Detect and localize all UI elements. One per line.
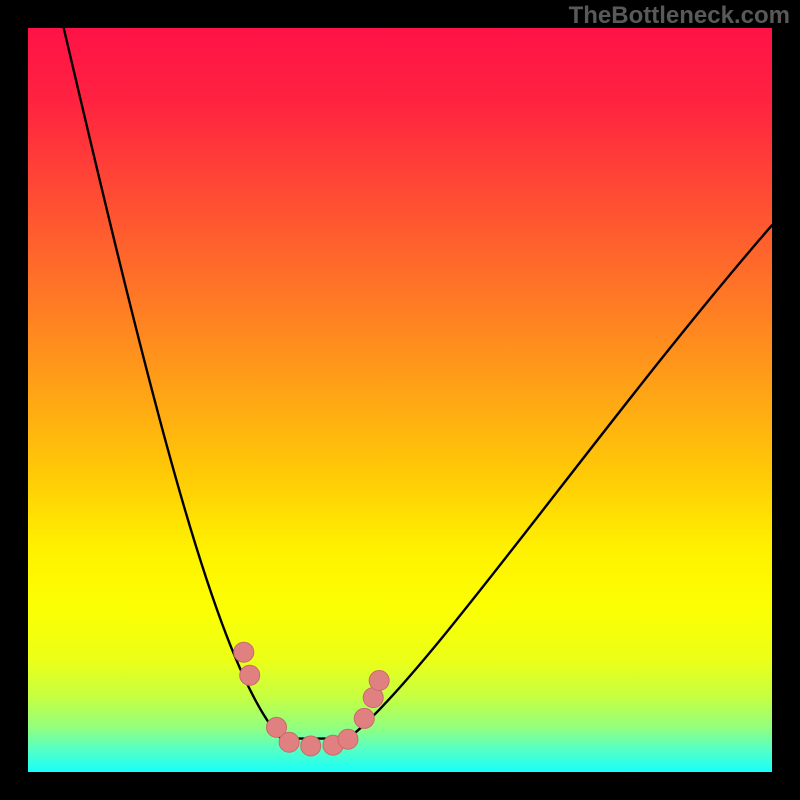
marker-point <box>234 642 254 662</box>
gradient-background <box>28 28 772 772</box>
chart-svg <box>28 28 772 772</box>
plot-area <box>28 28 772 772</box>
chart-container: TheBottleneck.com <box>0 0 800 800</box>
marker-point <box>369 670 389 690</box>
marker-point <box>279 732 299 752</box>
marker-point <box>301 736 321 756</box>
marker-point <box>338 729 358 749</box>
marker-point <box>240 665 260 685</box>
marker-point <box>354 708 374 728</box>
watermark-text: TheBottleneck.com <box>569 2 790 30</box>
